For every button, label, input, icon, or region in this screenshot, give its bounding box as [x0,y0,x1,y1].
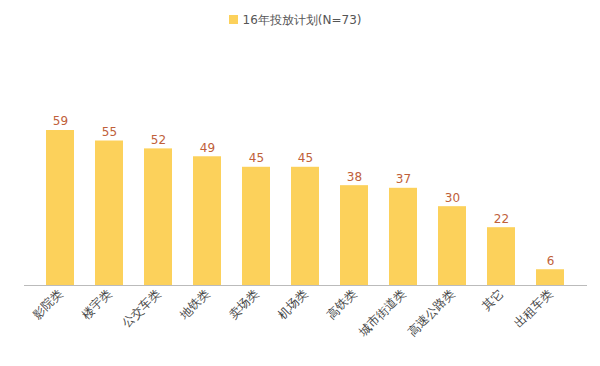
svg-text:55: 55 [102,125,117,139]
svg-text:6: 6 [547,254,555,268]
svg-text:45: 45 [249,151,264,165]
svg-text:地铁类: 地铁类 [176,286,212,322]
svg-text:38: 38 [347,170,362,184]
svg-text:高铁类: 高铁类 [324,286,359,321]
svg-text:49: 49 [200,141,215,155]
svg-text:52: 52 [151,133,166,147]
svg-text:影院类: 影院类 [30,286,65,321]
svg-text:37: 37 [396,172,411,186]
svg-text:城市街道类: 城市街道类 [355,286,408,339]
svg-text:22: 22 [494,212,509,226]
svg-text:59: 59 [53,114,68,128]
svg-text:卖场类: 卖场类 [226,286,261,321]
svg-text:30: 30 [445,191,460,205]
svg-text:高速公路类: 高速公路类 [405,286,457,338]
svg-text:机场类: 机场类 [275,286,310,321]
svg-text:楼宇类: 楼宇类 [79,286,114,321]
svg-text:出租车类: 出租车类 [511,286,555,330]
html-text:16年投放计划(N=73): 16年投放计划(N=73) [242,12,362,27]
svg-text:公交车类: 公交车类 [119,286,163,330]
svg-text:45: 45 [298,151,313,165]
svg-text:其它: 其它 [479,286,506,313]
